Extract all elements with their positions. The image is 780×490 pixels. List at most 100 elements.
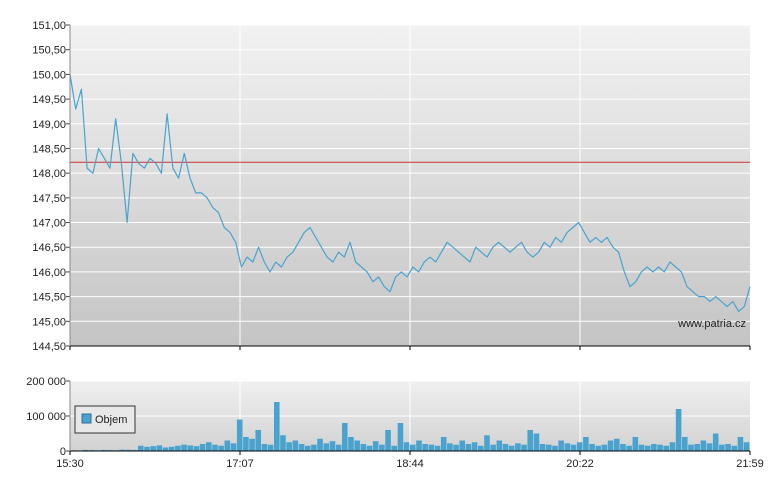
watermark: www.patria.cz [677,318,746,330]
price-y-tick-label: 150,50 [32,45,66,57]
volume-bar [175,445,181,451]
volume-bar [329,441,336,451]
volume-bar [521,444,527,451]
volume-bar [317,438,323,451]
x-tick-label: 18:44 [396,458,424,470]
x-tick-label: 17:07 [226,458,254,470]
volume-bar [527,430,534,451]
volume-bar [206,442,212,451]
volume-bar [632,437,639,451]
volume-bar [434,445,441,451]
volume-bar [688,444,694,451]
price-y-tick-label: 145,50 [32,292,66,304]
volume-bar [440,437,447,451]
x-axis-time-labels: 15:30 17:07 18:44 20:22 21:59 [56,451,764,470]
volume-bar [224,440,231,451]
volume-bar [410,444,416,451]
volume-bar [607,440,614,451]
volume-bar [539,444,546,451]
volume-bar [546,444,552,451]
volume-bar [663,445,670,451]
volume-bar [700,440,707,451]
volume-bar [453,444,459,451]
volume-bar [508,445,515,451]
volume-bar [490,444,496,451]
x-tick-label: 15:30 [56,458,84,470]
volume-bar [385,430,391,451]
volume-bar [372,441,379,451]
volume-bar [484,435,490,451]
volume-bar [564,443,571,451]
volume-bar [478,445,484,451]
volume-bar [82,449,88,451]
volume-bar [304,445,311,451]
legend-swatch [81,413,92,424]
volume-bar [737,437,744,451]
volume-bar [558,440,564,451]
volume-y-axis: 0 100 000 200 000 [26,376,70,458]
x-tick-label: 20:22 [566,458,594,470]
volume-bar [298,444,305,451]
volume-bar [199,444,206,451]
volume-bar [614,438,620,451]
volume-bar [267,444,274,451]
volume-bar [583,437,589,451]
volume-bar [626,445,632,451]
volume-bar [465,444,472,451]
price-y-tick-label: 149,50 [32,94,66,106]
volume-bar [187,445,194,451]
price-x-ticks [69,346,751,350]
volume-bar [150,446,156,451]
volume-bar [428,444,435,451]
volume-bar [638,444,645,451]
volume-bar [459,440,466,451]
volume-bar [193,446,200,451]
volume-bar [354,440,360,451]
price-y-tick-label: 146,50 [32,242,66,254]
volume-bar [595,445,602,451]
volume-bar [348,437,354,451]
volume-bar [131,449,138,451]
volume-bar [601,444,608,451]
volume-bar [366,445,373,451]
volume-bar [743,442,750,451]
volume-bar [243,437,249,451]
volume-bar [651,444,657,451]
volume-bar [181,444,187,451]
volume-bar [292,440,299,451]
volume-bar [100,449,107,451]
volume-bar [669,442,676,451]
volume-bar [212,444,218,451]
volume-bar [138,445,144,451]
volume-bar [323,443,330,451]
volume-bar [657,444,663,451]
volume-bar [515,443,521,451]
volume-bar [731,445,738,451]
volume-bar [712,433,719,451]
volume-bar [274,402,280,451]
volume-bar [644,445,651,451]
volume-bar [162,447,169,451]
volume-bar [422,444,428,451]
volume-bar [552,445,558,451]
volume-bar [719,444,725,451]
price-y-tick-label: 151,00 [32,20,66,32]
volume-bar [144,446,150,451]
price-series [69,74,751,312]
volume-bar [576,442,583,451]
legend-label: Objem [95,414,127,426]
volume-bar [416,440,422,451]
volume-bar [502,444,509,451]
price-y-tick-label: 145,00 [32,316,66,328]
price-line [69,74,751,312]
volume-bar [397,423,404,451]
volume-bar [682,437,688,451]
volume-bar [471,442,478,451]
volume-bar [589,444,595,451]
volume-bar [391,445,398,451]
volume-bars [70,402,750,452]
price-y-tick-label: 148,00 [32,168,66,180]
volume-bar [156,445,163,451]
price-y-tick-label: 150,00 [32,69,66,81]
